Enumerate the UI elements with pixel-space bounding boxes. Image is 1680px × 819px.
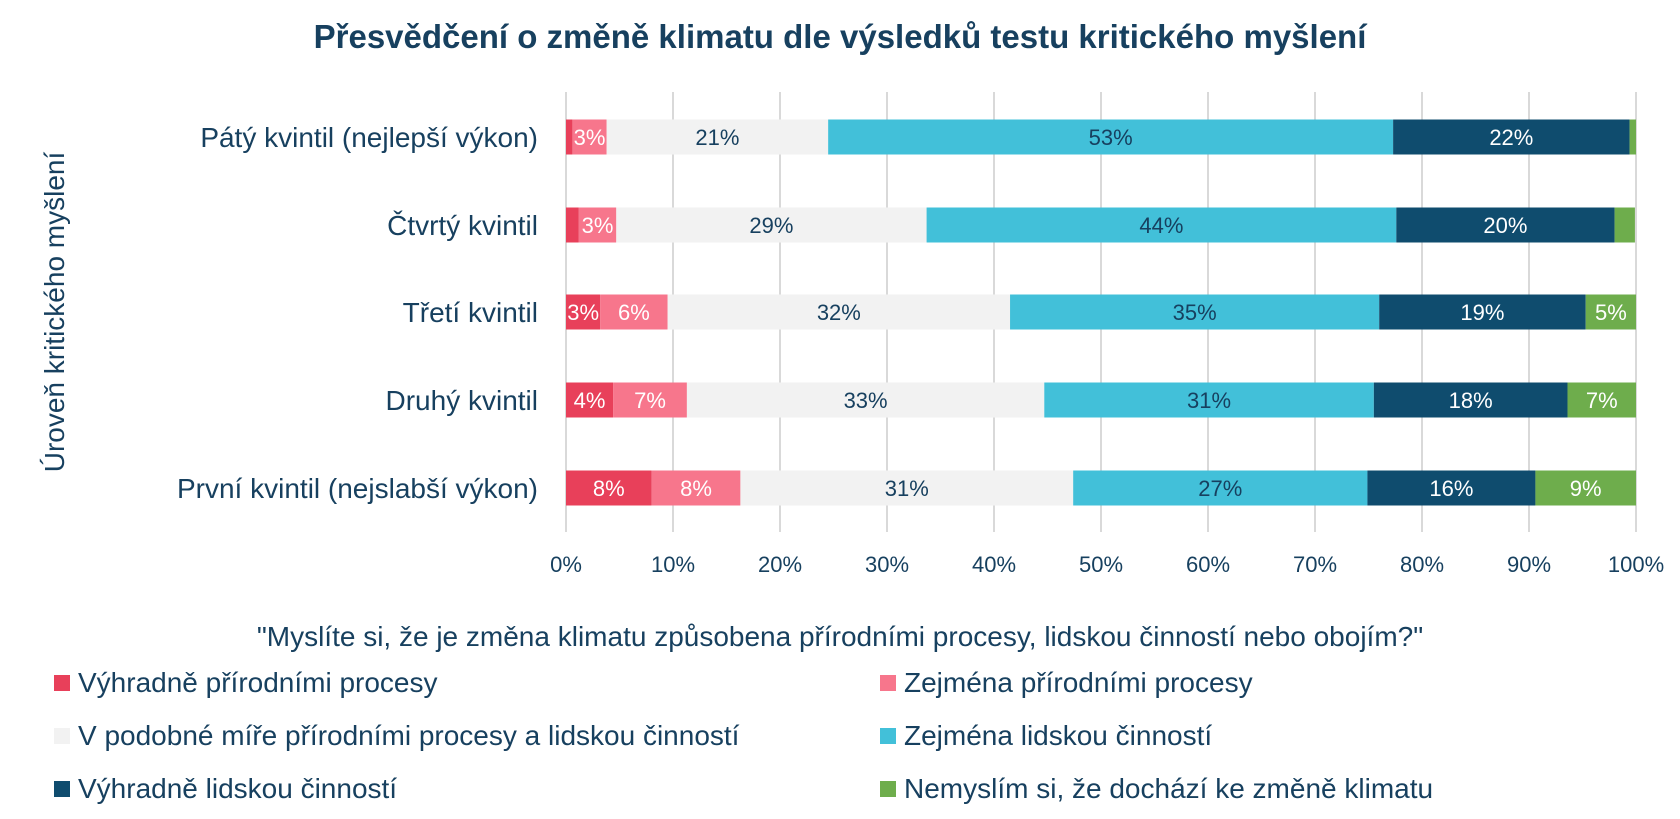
category-label: První kvintil (nejslabší výkon) (177, 473, 538, 504)
legend-label: Výhradně přírodními procesy (78, 667, 438, 698)
y-axis-label: Úroveň kritického myšlení (39, 152, 70, 473)
x-tick-labels: 0% 10% 20% 30% 40% 50% 60% 70% 80% 90% 100% (550, 552, 1664, 577)
legend-item: Zejména přírodními procesy (880, 667, 1253, 699)
bar-segment (566, 119, 573, 155)
bar-segment (1567, 382, 1636, 418)
x-tick-label: 40% (972, 552, 1016, 577)
bar-segment (828, 119, 1394, 155)
legend-swatch (54, 675, 70, 691)
legend-swatch (880, 675, 896, 691)
bar-segment (1010, 294, 1380, 330)
data-label: 20% (1483, 213, 1527, 238)
bar-segment (667, 294, 1011, 330)
x-tick-label: 10% (651, 552, 695, 577)
data-labels: 3% 21% 53% 22% 3% 29% 44% 20% 3% 6% 32% 35% 19% 5% 4% 7… (567, 125, 1627, 501)
data-label: 7% (634, 388, 666, 413)
bar-segment (686, 382, 1045, 418)
legend-label: V podobné míře přírodními procesy a lids… (78, 720, 740, 751)
category-label: Čtvrtý kvintil (387, 210, 538, 241)
bar-segment (651, 470, 741, 506)
bar-segment (566, 382, 614, 418)
legend-label: Zejména přírodními procesy (904, 667, 1253, 698)
legend-item: Zejména lidskou činností (880, 720, 1212, 752)
legend-swatch (54, 781, 70, 797)
x-tick-label: 30% (865, 552, 909, 577)
bar-segment (566, 207, 579, 243)
bar-segment (613, 382, 687, 418)
bar-segment (578, 207, 617, 243)
data-label: 3% (582, 213, 614, 238)
category-label: Druhý kvintil (386, 385, 538, 416)
data-label: 27% (1198, 476, 1242, 501)
legend-swatch (880, 781, 896, 797)
data-label: 21% (695, 125, 739, 150)
data-label: 44% (1139, 213, 1183, 238)
bar-segment (740, 470, 1074, 506)
bar-segments (566, 119, 1636, 506)
legend-item: Výhradně přírodními procesy (54, 667, 438, 699)
chart: Přesvědčení o změně klimatu dle výsledků… (39, 18, 1664, 577)
data-label: 18% (1449, 388, 1493, 413)
data-label: 31% (1187, 388, 1231, 413)
legend-label: Výhradně lidskou činností (78, 773, 398, 804)
bar-segment (1073, 470, 1368, 506)
bar-segment (1367, 470, 1536, 506)
x-tick-label: 20% (758, 552, 802, 577)
x-tick-label: 60% (1186, 552, 1230, 577)
data-label: 9% (1570, 476, 1602, 501)
legend-item: Výhradně lidskou činností (54, 773, 397, 805)
legend-item: Nemyslím si, že dochází ke změně klimatu (880, 773, 1433, 805)
legend-item: V podobné míře přírodními procesy a lids… (54, 720, 739, 752)
bar-segment (1535, 470, 1636, 506)
bar-segment (1044, 382, 1374, 418)
x-tick-label: 0% (550, 552, 582, 577)
bar-segment (572, 119, 607, 155)
bar-segment (616, 207, 927, 243)
x-tick-label: 70% (1293, 552, 1337, 577)
bar-segment (1393, 119, 1630, 155)
bar-segment (1614, 207, 1635, 243)
data-label: 6% (618, 300, 650, 325)
legend-label: Nemyslím si, že dochází ke změně klimatu (904, 773, 1434, 804)
bar-segment (1629, 119, 1636, 155)
category-label: Pátý kvintil (nejlepší výkon) (200, 122, 538, 153)
x-tick-label: 50% (1079, 552, 1123, 577)
bar-segment (1396, 207, 1615, 243)
data-label: 7% (1586, 388, 1618, 413)
data-label: 29% (749, 213, 793, 238)
legend-label: Zejména lidskou činností (904, 720, 1213, 751)
data-label: 31% (885, 476, 929, 501)
bar-segment (1379, 294, 1586, 330)
data-label: 35% (1173, 300, 1217, 325)
data-label: 4% (574, 388, 606, 413)
bar-segment (1373, 382, 1568, 418)
chart-title: Přesvědčení o změně klimatu dle výsledků… (314, 18, 1369, 55)
data-label: 33% (844, 388, 888, 413)
bar-segment (600, 294, 668, 330)
bar-segment (606, 119, 829, 155)
data-label: 22% (1489, 125, 1533, 150)
bar-segment (926, 207, 1397, 243)
category-labels: Pátý kvintil (nejlepší výkon) Čtvrtý kvin… (177, 122, 538, 504)
data-label: 3% (567, 300, 599, 325)
legend-swatch (880, 728, 896, 744)
data-label: 8% (680, 476, 712, 501)
data-label: 5% (1595, 300, 1627, 325)
x-tick-label: 100% (1608, 552, 1664, 577)
category-label: Třetí kvintil (403, 297, 538, 328)
x-axis-question: "Myslíte si, že je změna klimatu způsobe… (256, 621, 1424, 652)
data-label: 8% (593, 476, 625, 501)
data-label: 53% (1089, 125, 1133, 150)
data-label: 3% (574, 125, 606, 150)
bar-segment (1585, 294, 1636, 330)
bar-segment (566, 294, 601, 330)
x-tick-label: 80% (1400, 552, 1444, 577)
data-label: 32% (817, 300, 861, 325)
bar-segment (566, 470, 652, 506)
x-tick-label: 90% (1507, 552, 1551, 577)
data-label: 16% (1429, 476, 1473, 501)
legend-swatch (54, 728, 70, 744)
data-label: 19% (1460, 300, 1504, 325)
